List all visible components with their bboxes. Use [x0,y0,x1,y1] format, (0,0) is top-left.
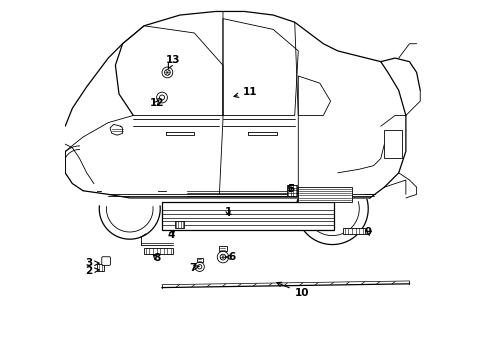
Bar [97,264,104,271]
Circle shape [220,254,225,260]
Text: 1: 1 [224,207,231,217]
FancyBboxPatch shape [102,257,110,265]
Bar [144,248,172,253]
Text: 5: 5 [286,184,293,194]
Text: 11: 11 [234,87,257,98]
Text: 12: 12 [149,98,163,108]
Text: 2: 2 [85,266,99,276]
Bar [219,246,226,251]
Bar [174,221,183,228]
Text: 8: 8 [153,253,160,263]
Polygon shape [110,125,122,135]
Text: 13: 13 [165,55,180,68]
Text: 9: 9 [364,228,371,237]
Circle shape [156,92,167,103]
Bar [343,228,364,234]
Circle shape [197,265,202,269]
Text: 4: 4 [167,230,174,239]
Circle shape [162,67,172,78]
Circle shape [217,251,228,263]
Bar [196,258,202,262]
Text: 3: 3 [85,258,99,268]
Bar [286,185,296,196]
Circle shape [159,95,164,100]
Circle shape [195,262,204,271]
Text: 6: 6 [225,252,235,262]
Bar [298,187,351,202]
Polygon shape [247,132,276,135]
Polygon shape [165,132,194,135]
Circle shape [164,69,170,75]
Text: 10: 10 [276,282,308,298]
Text: 7: 7 [188,263,199,273]
Bar [162,202,333,230]
Bar [384,130,402,158]
